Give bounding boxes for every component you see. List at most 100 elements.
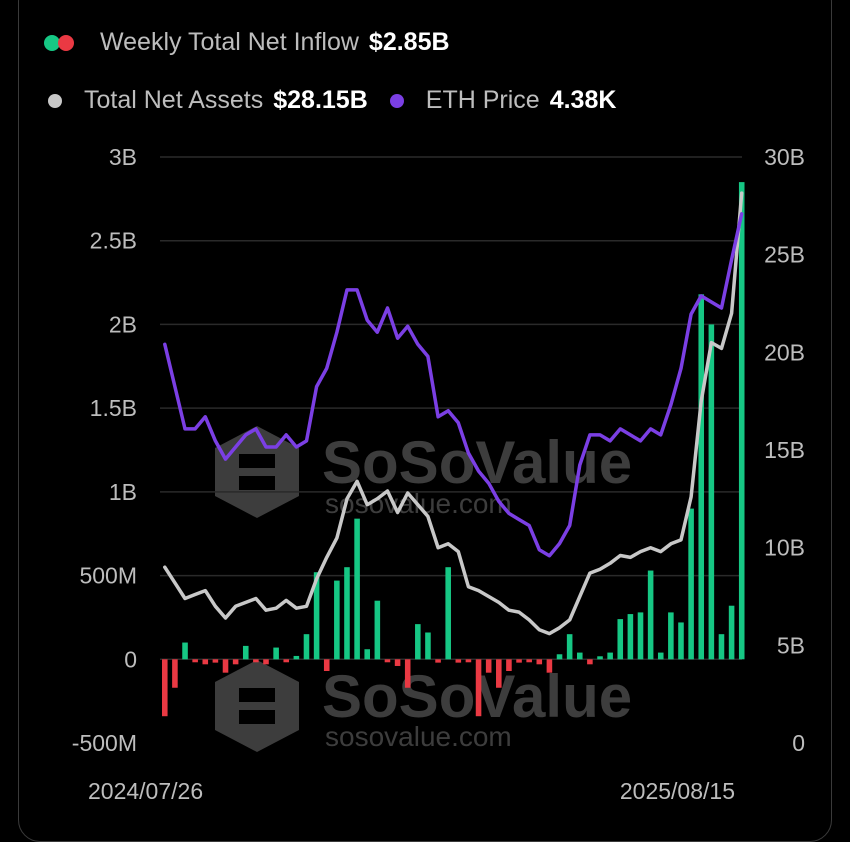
left-axis: 3B 2.5B 2B 1.5B 1B 500M 0 -500M (72, 144, 137, 756)
inflow-bar[interactable] (435, 659, 441, 663)
inflow-bar[interactable] (212, 659, 219, 663)
inflow-bar[interactable] (394, 659, 401, 666)
inflow-bar[interactable] (364, 649, 371, 660)
chart-card (18, 0, 832, 842)
inflow-bar[interactable] (293, 655, 300, 660)
inflow-bar[interactable] (516, 659, 522, 663)
inflow-bar[interactable] (192, 659, 198, 663)
inflow-bar[interactable] (445, 567, 451, 660)
left-tick-label: 2B (109, 311, 137, 337)
inflow-bar[interactable] (668, 612, 674, 660)
inflow-bar[interactable] (313, 572, 320, 660)
inflow-bar[interactable] (526, 659, 532, 663)
inflow-bar[interactable] (202, 659, 209, 665)
right-tick-label: 25B (764, 242, 805, 268)
inflow-bar[interactable] (698, 294, 705, 660)
inflow-bar[interactable] (162, 659, 168, 717)
inflow-bar[interactable] (728, 605, 735, 660)
total-net-assets-line[interactable] (163, 191, 744, 636)
left-tick-label: 1.5B (90, 395, 137, 421)
watermark-url: sosovalue.com (325, 721, 512, 752)
left-tick-label: 3B (109, 144, 137, 170)
sosovalue-logo-icon (215, 426, 299, 518)
x-tick-end: 2025/08/15 (620, 778, 735, 804)
x-tick-start: 2024/07/26 (88, 778, 203, 804)
inflow-bar[interactable] (718, 634, 725, 660)
inflow-bar[interactable] (354, 518, 360, 660)
left-tick-label: 2.5B (90, 228, 137, 254)
watermark-upper: SoSoValue sosovalue.com (215, 426, 632, 519)
inflow-bar[interactable] (182, 642, 188, 660)
right-axis: 30B 25B 20B 15B 10B 5B 0 (764, 144, 805, 756)
eth-price-line[interactable] (163, 212, 744, 558)
inflow-bar[interactable] (334, 580, 340, 660)
inflow-bar[interactable] (566, 634, 573, 660)
inflow-bar[interactable] (253, 659, 259, 663)
inflow-bar[interactable] (172, 659, 178, 688)
inflow-bar[interactable] (273, 647, 279, 660)
inflow-bar[interactable] (283, 659, 290, 663)
grid-lines (160, 156, 742, 661)
legend-price[interactable]: ETH Price 4.38K (389, 86, 639, 115)
inflow-bar[interactable] (576, 652, 583, 660)
inflow-bar[interactable] (404, 659, 411, 688)
series-lines (163, 191, 744, 636)
inflow-bar[interactable] (657, 652, 664, 660)
legend-row-2: Total Net Assets $28.15B ETH Price 4.38K (48, 86, 638, 115)
inflow-bar[interactable] (627, 614, 634, 660)
inflow-split-dot-icon (44, 34, 74, 51)
legend-assets[interactable]: Total Net Assets $28.15B (48, 86, 390, 115)
inflow-bar[interactable] (617, 619, 624, 660)
legend-inflow[interactable]: Weekly Total Net Inflow $2.85B (44, 28, 472, 57)
inflow-bar[interactable] (556, 654, 563, 660)
inflow-bar[interactable] (232, 659, 239, 665)
inflow-bar[interactable] (425, 632, 431, 660)
inflow-bar[interactable] (637, 612, 644, 660)
inflow-bar[interactable] (242, 645, 249, 660)
inflow-bar[interactable] (678, 622, 684, 660)
right-tick-label: 20B (764, 339, 805, 365)
inflow-bar[interactable] (485, 659, 492, 673)
legend-inflow-value: $2.85B (368, 28, 450, 56)
inflow-bar[interactable] (597, 656, 603, 660)
price-dot-icon (389, 93, 404, 108)
sosovalue-logo-icon (215, 660, 299, 752)
inflow-bar[interactable] (536, 659, 543, 665)
inflow-bars (162, 182, 745, 717)
legend-inflow-label: Weekly Total Net Inflow (100, 28, 359, 56)
watermark-lower: SoSoValue sosovalue.com (215, 660, 632, 752)
legend-assets-label: Total Net Assets (84, 86, 264, 114)
watermark-brand: SoSoValue (322, 429, 632, 496)
inflow-bar[interactable] (303, 634, 310, 660)
inflow-bar[interactable] (344, 567, 350, 660)
inflow-bar[interactable] (465, 659, 472, 663)
inflow-bar[interactable] (607, 652, 613, 660)
right-tick-label: 10B (764, 535, 805, 561)
inflow-bar[interactable] (496, 659, 502, 688)
inflow-bar[interactable] (475, 659, 482, 717)
right-tick-label: 0 (792, 730, 805, 756)
inflow-bar[interactable] (263, 659, 269, 665)
inflow-bar[interactable] (587, 659, 593, 665)
left-tick-label: 500M (79, 563, 137, 589)
left-tick-label: 0 (124, 646, 137, 672)
inflow-bar[interactable] (323, 659, 330, 672)
inflow-bar[interactable] (738, 182, 745, 660)
inflow-bar[interactable] (374, 600, 381, 660)
inflow-bar[interactable] (708, 324, 715, 660)
right-tick-label: 30B (764, 144, 805, 170)
legend-price-label: ETH Price (425, 86, 540, 114)
right-tick-label: 15B (764, 437, 805, 463)
inflow-bar[interactable] (647, 570, 654, 660)
inflow-bar[interactable] (688, 508, 694, 660)
inflow-bar[interactable] (546, 659, 553, 673)
inflow-bar[interactable] (222, 659, 229, 673)
right-tick-label: 5B (777, 632, 805, 658)
inflow-bar[interactable] (415, 624, 421, 660)
assets-dot-icon (48, 93, 62, 108)
inflow-bar[interactable] (384, 659, 391, 663)
legend-assets-value: $28.15B (273, 86, 368, 114)
inflow-bar[interactable] (506, 659, 512, 672)
inflow-bar[interactable] (455, 659, 462, 663)
